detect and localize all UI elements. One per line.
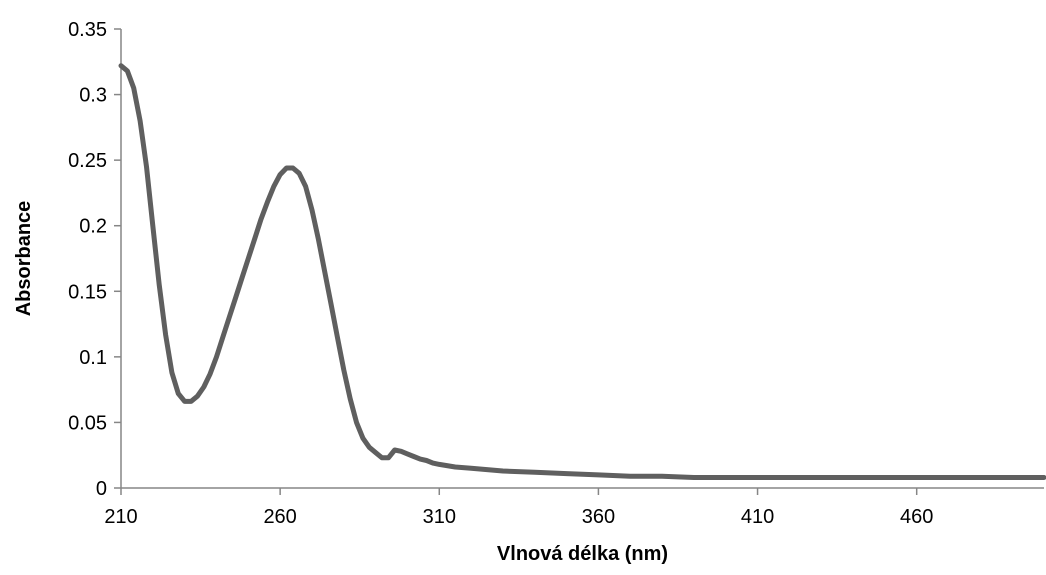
y-tick-label: 0.1 [79,347,107,369]
y-tick-label: 0.35 [68,19,107,41]
y-tick-label: 0.3 [79,85,107,107]
x-tick-label: 260 [263,506,296,528]
x-axis-ticks: 210 260 310 360 410 460 [104,488,933,528]
x-tick-label: 460 [900,506,933,528]
y-axis-ticks: 0 0.05 0.1 0.15 0.2 0.25 0.3 0.35 [68,19,121,500]
x-tick-label: 310 [423,506,456,528]
y-axis-title: Absorbance [13,201,35,317]
x-tick-label: 210 [104,506,137,528]
y-tick-label: 0.15 [68,281,107,303]
series-layer [118,63,1046,480]
x-tick-label: 360 [582,506,615,528]
x-tick-label: 410 [741,506,774,528]
y-tick-label: 0.05 [68,412,107,434]
y-tick-label: 0.2 [79,216,107,238]
series-line [118,63,1046,480]
x-axis-title: Vlnová délka (nm) [497,543,668,565]
y-tick-label: 0 [96,478,107,500]
y-tick-label: 0.25 [68,150,107,172]
